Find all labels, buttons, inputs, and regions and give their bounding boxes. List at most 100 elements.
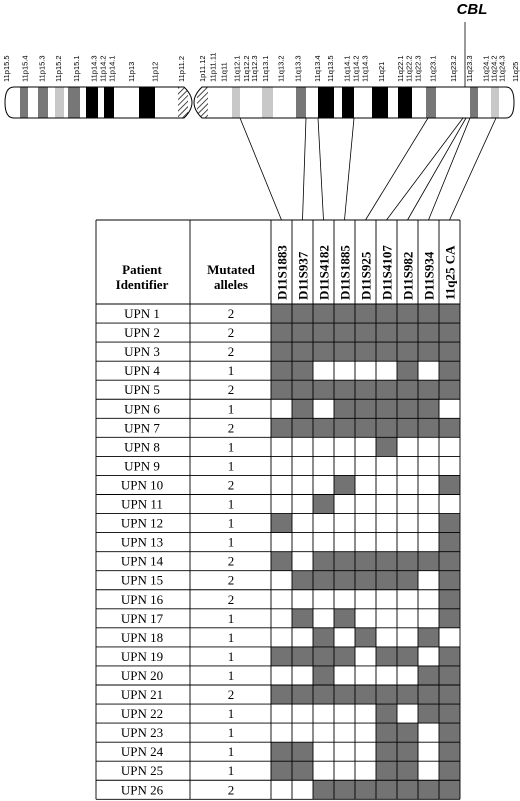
p-arm-outline: [4, 86, 193, 119]
loh-cell: [355, 342, 376, 362]
loh-cell: [376, 475, 397, 495]
loh-cell: [313, 418, 334, 438]
mutated-alleles-value: 1: [228, 401, 235, 416]
table-row: UPN 9 1: [124, 456, 460, 476]
marker-header: 11q25 CA: [443, 245, 458, 300]
loh-cell: [313, 323, 334, 343]
band-label: 11q13.4: [313, 55, 322, 82]
mutated-alleles-value: 2: [228, 382, 235, 397]
loh-cell: [355, 418, 376, 438]
loh-cell: [376, 685, 397, 705]
table-row: UPN 24 1: [121, 742, 460, 762]
band-label: 11q14.2: [352, 55, 361, 82]
loh-cell: [313, 437, 334, 457]
chromosome-band: [372, 87, 388, 118]
band-label: 11q13.3: [293, 55, 302, 82]
marker-connector-lines: [239, 117, 497, 221]
loh-cell: [334, 513, 355, 533]
patient-id: UPN 5: [124, 382, 160, 397]
patient-id: UPN 7: [124, 420, 160, 435]
loh-cell: [418, 665, 439, 685]
loh-cell: [439, 513, 460, 533]
loh-cell: [334, 551, 355, 571]
loh-cell: [397, 323, 418, 343]
loh-cell: [271, 665, 292, 685]
loh-cell: [376, 380, 397, 400]
loh-cell: [418, 323, 439, 343]
loh-cell: [334, 742, 355, 762]
loh-cell: [355, 361, 376, 381]
chromosome-band: [86, 87, 98, 118]
patient-id: UPN 12: [121, 516, 163, 531]
loh-cell: [313, 780, 334, 800]
chromosome-band: [20, 87, 28, 118]
header-mutated-alleles: Mutated alleles: [207, 262, 255, 292]
patient-id: UPN 9: [124, 458, 160, 473]
loh-cell: [397, 475, 418, 495]
patient-id: UPN 19: [121, 649, 163, 664]
loh-cell: [439, 704, 460, 724]
loh-cell: [397, 532, 418, 552]
loh-cell: [355, 437, 376, 457]
loh-cell: [313, 665, 334, 685]
loh-cell: [376, 780, 397, 800]
loh-cell: [418, 494, 439, 514]
loh-cell: [313, 589, 334, 609]
loh-cell: [292, 551, 313, 571]
loh-cell: [376, 742, 397, 762]
loh-cell: [418, 704, 439, 724]
mutated-alleles-value: 1: [228, 516, 235, 531]
loh-cell: [397, 723, 418, 743]
band-label: 11p15.5: [2, 55, 11, 82]
chromosome-band: [491, 87, 499, 118]
loh-cell: [271, 380, 292, 400]
mutated-alleles-value: 2: [228, 687, 235, 702]
loh-cell: [439, 380, 460, 400]
loh-cell: [271, 304, 292, 324]
band-label: 11q24.2: [489, 55, 498, 82]
marker-header: D11S1885: [338, 245, 353, 300]
patient-id: UPN 18: [121, 630, 163, 645]
loh-cell: [355, 513, 376, 533]
mutated-alleles-value: 1: [228, 763, 235, 778]
loh-cell: [334, 780, 355, 800]
loh-cell: [334, 361, 355, 381]
loh-cell: [334, 342, 355, 362]
loh-cell: [292, 570, 313, 590]
loh-cell: [271, 570, 292, 590]
loh-cell: [271, 780, 292, 800]
loh-cell: [313, 304, 334, 324]
loh-cell: [376, 494, 397, 514]
loh-cell: [334, 399, 355, 419]
loh-cell: [271, 723, 292, 743]
marker-connector: [386, 117, 464, 221]
table-row: UPN 7 2: [124, 418, 460, 438]
loh-cell: [439, 342, 460, 362]
band-label: 11q13.5: [326, 55, 335, 82]
patient-id: UPN 8: [124, 439, 160, 454]
loh-cell: [376, 399, 397, 419]
loh-cell: [397, 380, 418, 400]
loh-cell: [397, 646, 418, 666]
loh-cell: [439, 399, 460, 419]
loh-cell: [271, 475, 292, 495]
loh-cell: [439, 456, 460, 476]
loh-cell: [313, 646, 334, 666]
table-row: UPN 8 1: [124, 437, 460, 457]
loh-cell: [439, 361, 460, 381]
loh-cell: [355, 742, 376, 762]
loh-cell: [397, 494, 418, 514]
loh-cell: [376, 513, 397, 533]
patient-id: UPN 26: [121, 782, 164, 797]
loh-cell: [376, 342, 397, 362]
marker-header: D11S1883: [275, 245, 290, 300]
loh-cell: [439, 494, 460, 514]
patient-id: UPN 2: [124, 325, 160, 340]
band-label: 11p14.1: [107, 55, 116, 82]
marker-header: D11S4107: [380, 245, 395, 300]
mutated-alleles-value: 2: [228, 782, 235, 797]
loh-cell: [397, 780, 418, 800]
loh-cell: [271, 456, 292, 476]
table-row: UPN 17 1: [121, 608, 460, 628]
